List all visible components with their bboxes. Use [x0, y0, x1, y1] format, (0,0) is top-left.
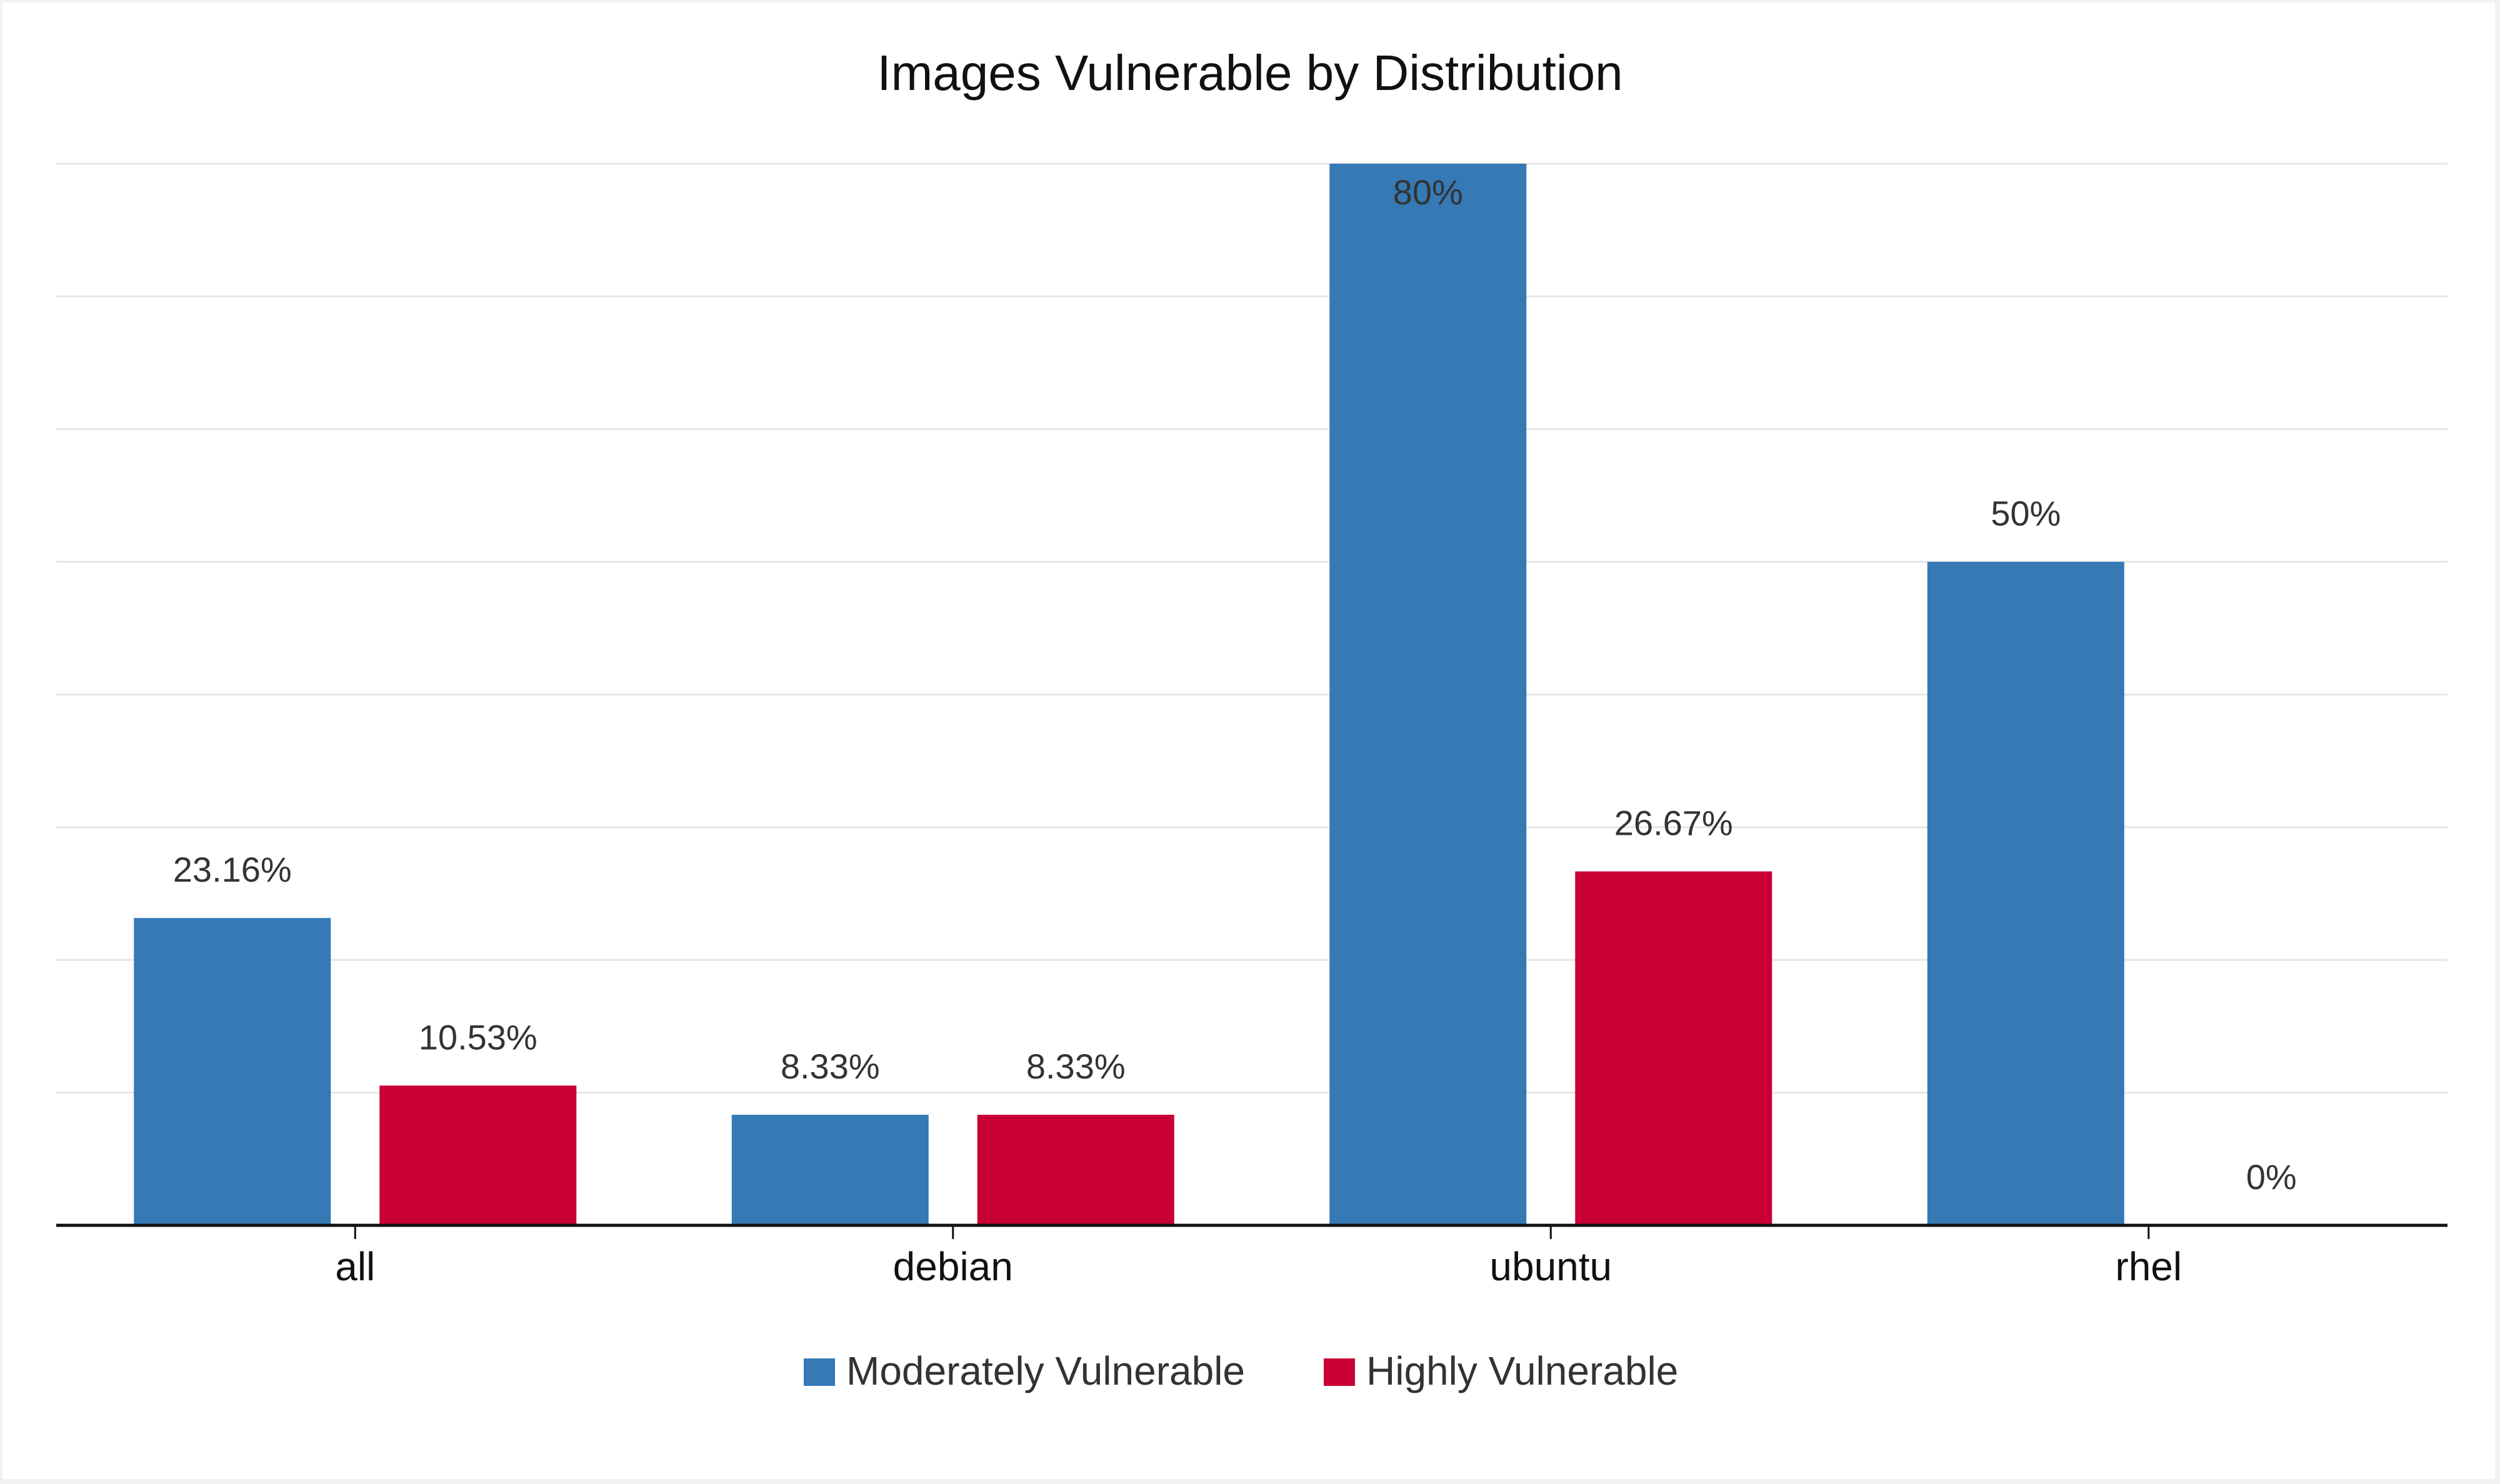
- data-label-moderately-vulnerable-bar-all: 23.16%: [173, 850, 292, 889]
- data-label-moderately-vulnerable-bar-debian: 8.33%: [781, 1047, 880, 1086]
- data-label-moderately-vulnerable-bar-rhel: 50%: [1991, 494, 2061, 533]
- highly-vulnerable-bar-all: [379, 1085, 577, 1225]
- data-label-moderately-vulnerable-bar-ubuntu: 80%: [1393, 172, 1463, 212]
- legend: Moderately Vulnerable Highly Vulnerable: [804, 1348, 1678, 1393]
- value-labels: 23.16% 10.53% 8.33% 8.33% 80% 26.67% 50% 0%: [173, 172, 2297, 1197]
- legend-swatch-highly-vulnerable: [1324, 1358, 1355, 1386]
- data-label-highly-vulnerable-bar-ubuntu: 26.67%: [1614, 804, 1733, 843]
- highly-vulnerable-bar-ubuntu: [1575, 871, 1772, 1225]
- bars: [134, 164, 2124, 1225]
- highly-vulnerable-bar-debian: [977, 1115, 1174, 1225]
- legend-label-moderately-vulnerable: Moderately Vulnerable: [846, 1348, 1245, 1393]
- chart-title: Images Vulnerable by Distribution: [877, 45, 1622, 101]
- moderately-vulnerable-bar-ubuntu: [1329, 164, 1527, 1225]
- moderately-vulnerable-bar-all: [134, 918, 331, 1225]
- x-tick-label-debian: debian: [893, 1244, 1013, 1289]
- legend-swatch-moderately-vulnerable: [804, 1358, 835, 1386]
- x-axis-ticks: all debian ubuntu rhel: [335, 1225, 2182, 1289]
- data-label-highly-vulnerable-bar-all: 10.53%: [419, 1017, 538, 1057]
- gridlines: [56, 162, 2448, 1094]
- data-label-highly-vulnerable-bar-debian: 8.33%: [1026, 1047, 1126, 1086]
- moderately-vulnerable-bar-debian: [731, 1115, 929, 1225]
- legend-label-highly-vulnerable: Highly Vulnerable: [1366, 1348, 1678, 1393]
- data-label-highly-vulnerable-bar-rhel: 0%: [2246, 1157, 2297, 1197]
- moderately-vulnerable-bar-rhel: [1927, 562, 2124, 1225]
- x-tick-label-all: all: [335, 1244, 375, 1289]
- x-tick-label-rhel: rhel: [2115, 1244, 2182, 1289]
- x-tick-label-ubuntu: ubuntu: [1489, 1244, 1612, 1289]
